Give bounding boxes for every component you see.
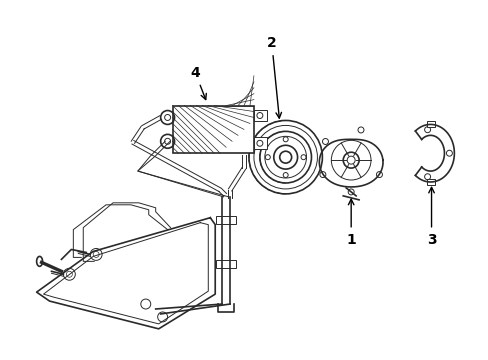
Bar (216, 260, 236, 268)
Text: 2: 2 (266, 36, 281, 118)
Text: 4: 4 (190, 66, 206, 100)
Text: 1: 1 (346, 199, 355, 247)
Bar (426, 179, 434, 185)
Text: 3: 3 (426, 187, 435, 247)
Bar (216, 216, 236, 224)
Ellipse shape (37, 256, 42, 266)
Bar (253, 137, 266, 149)
Bar (172, 105, 253, 153)
Bar (426, 121, 434, 127)
Bar (253, 109, 266, 121)
